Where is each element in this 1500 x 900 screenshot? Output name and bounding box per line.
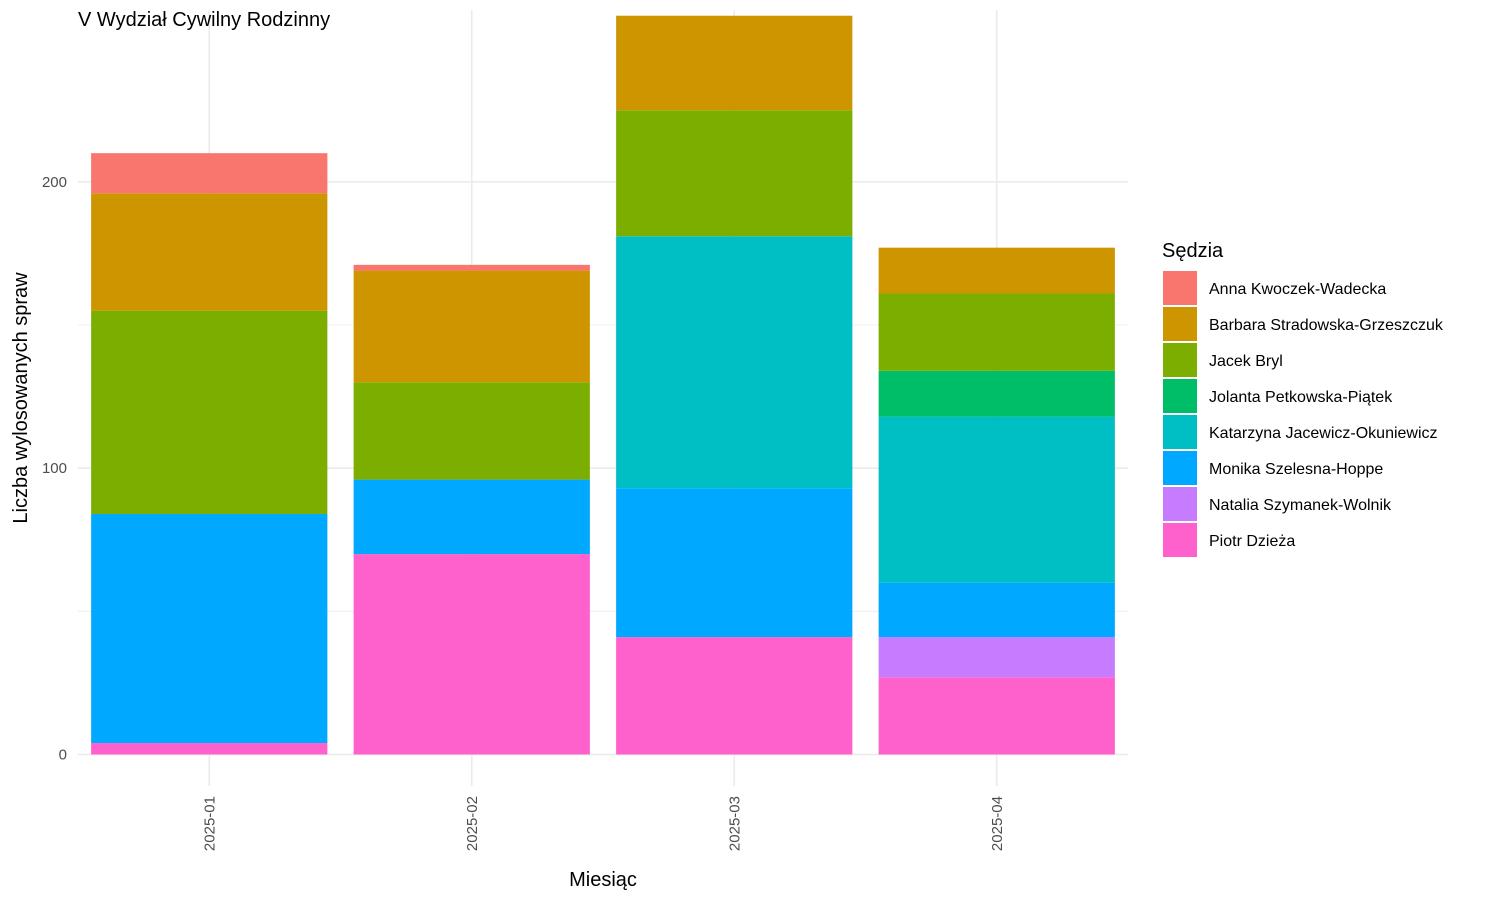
bar-segment	[91, 193, 328, 311]
bar-segment	[878, 370, 1115, 417]
legend-label: Jacek Bryl	[1209, 353, 1283, 370]
bar-segment	[353, 479, 590, 555]
x-tick-label: 2025-02	[464, 796, 481, 851]
legend-key	[1163, 415, 1197, 449]
bar-segment	[616, 637, 853, 755]
legend-label: Jolanta Petkowska-Piątek	[1209, 389, 1393, 406]
bar-segment	[91, 310, 328, 514]
bars	[91, 15, 1115, 755]
legend-label: Katarzyna Jacewicz-Okuniewicz	[1209, 425, 1438, 442]
legend-key	[1163, 379, 1197, 413]
bar-segment	[91, 513, 328, 744]
bar-segment	[878, 637, 1115, 678]
legend-key	[1163, 523, 1197, 557]
bar-segment	[616, 236, 853, 489]
bar-segment	[616, 488, 853, 638]
bar-segment	[616, 110, 853, 237]
legend-key	[1163, 343, 1197, 377]
y-axis-title: Liczba wylosowanych spraw	[10, 272, 32, 524]
legend-label: Anna Kwoczek-Wadecka	[1209, 281, 1386, 298]
legend-label: Natalia Szymanek-Wolnik	[1209, 497, 1392, 514]
legend-key	[1163, 451, 1197, 485]
legend-label: Piotr Dzieża	[1209, 533, 1295, 550]
chart-title: V Wydział Cywilny Rodzinny	[78, 9, 330, 31]
legend-label: Monika Szelesna-Hoppe	[1209, 461, 1383, 478]
bar-segment	[353, 264, 590, 271]
legend-items: Anna Kwoczek-Wadecka Barbara Stradowska-G…	[1163, 271, 1444, 557]
x-tick-label: 2025-01	[201, 796, 218, 851]
x-tick-label: 2025-04	[989, 796, 1006, 851]
legend-key	[1163, 307, 1197, 341]
legend-key	[1163, 271, 1197, 305]
y-tick-label: 100	[42, 460, 67, 477]
legend-label: Barbara Stradowska-Grzeszczuk	[1209, 317, 1444, 334]
bar-segment	[91, 153, 328, 194]
y-tick-label: 0	[59, 747, 67, 764]
y-tick-label: 200	[42, 174, 67, 191]
legend: Sędzia Anna Kwoczek-Wadecka Barbara Strad…	[1162, 240, 1444, 557]
bar-segment	[878, 247, 1115, 294]
x-axis-title: Miesiąc	[569, 869, 637, 891]
bar-segment	[878, 416, 1115, 583]
y-axis-ticks: 0 100 200	[42, 174, 67, 764]
legend-title: Sędzia	[1162, 240, 1224, 262]
bar-segment	[878, 677, 1115, 755]
x-axis-ticks: 2025-01 2025-02 2025-03 2025-04	[201, 796, 1006, 851]
bar-segment	[353, 382, 590, 480]
bar-segment	[91, 743, 328, 755]
bar-segment	[878, 582, 1115, 638]
bar-segment	[878, 293, 1115, 371]
bar-segment	[616, 15, 853, 111]
x-tick-label: 2025-03	[726, 796, 743, 851]
legend-key	[1163, 487, 1197, 521]
bar-segment	[353, 270, 590, 383]
bar-segment	[353, 554, 590, 755]
